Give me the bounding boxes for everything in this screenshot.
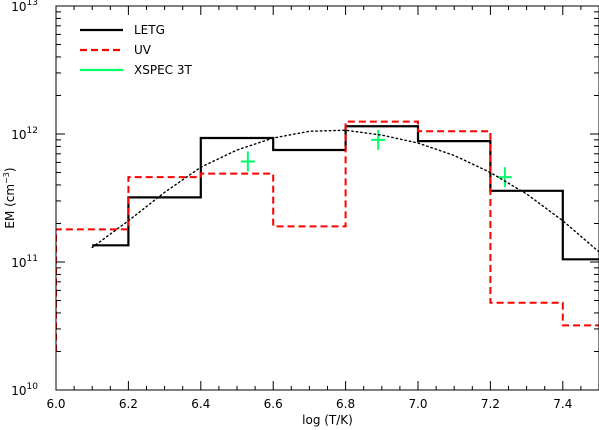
ticks-layer: 6.0 6.2 6.4 6.6 6.8 7.0 7.2 7.4 1010 1011 1012 1013 — [11, 0, 599, 411]
legend-label: XSPEC 3T — [134, 63, 192, 77]
model-curve-dotted-line — [91, 129, 599, 253]
legend-item-xspec-3t: XSPEC 3T — [80, 63, 192, 77]
plot-layer — [56, 120, 599, 352]
y-tick-label: 1012 — [11, 126, 38, 142]
y-axis-title-base: EM (cm — [3, 184, 17, 229]
x-tick-label: 6.8 — [336, 397, 355, 411]
legend-label: LETG — [134, 23, 165, 37]
xspec-point-2 — [371, 129, 386, 150]
x-tick-label: 6.2 — [119, 397, 138, 411]
legend-label: UV — [134, 43, 152, 57]
x-tick-label: 6.4 — [191, 397, 210, 411]
x-tick-label: 6.0 — [46, 397, 65, 411]
legend: LETG UV XSPEC 3T — [80, 23, 192, 77]
series-uv-line — [56, 120, 599, 352]
y-tick-label: 1010 — [11, 382, 38, 398]
y-tick-label: 1011 — [11, 254, 38, 270]
legend-item-uv: UV — [80, 43, 152, 57]
y-axis-title-close: ) — [3, 167, 17, 172]
x-tick-label: 7.0 — [408, 397, 427, 411]
x-tick-label: 6.6 — [264, 397, 283, 411]
x-tick-label: 7.4 — [553, 397, 572, 411]
legend-item-letg: LETG — [80, 23, 165, 37]
xspec-point-1 — [240, 151, 255, 172]
y-tick-label: 1013 — [11, 0, 38, 14]
y-axis-title: EM (cm−3) — [2, 167, 17, 228]
x-tick-label: 7.2 — [481, 397, 500, 411]
x-axis-title: log (T/K) — [302, 413, 353, 427]
y-axis-title-exp: −3 — [2, 172, 11, 184]
xspec-point-3 — [497, 167, 512, 188]
